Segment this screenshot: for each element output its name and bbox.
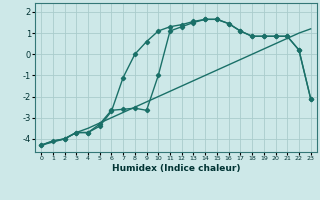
X-axis label: Humidex (Indice chaleur): Humidex (Indice chaleur) — [112, 164, 240, 173]
